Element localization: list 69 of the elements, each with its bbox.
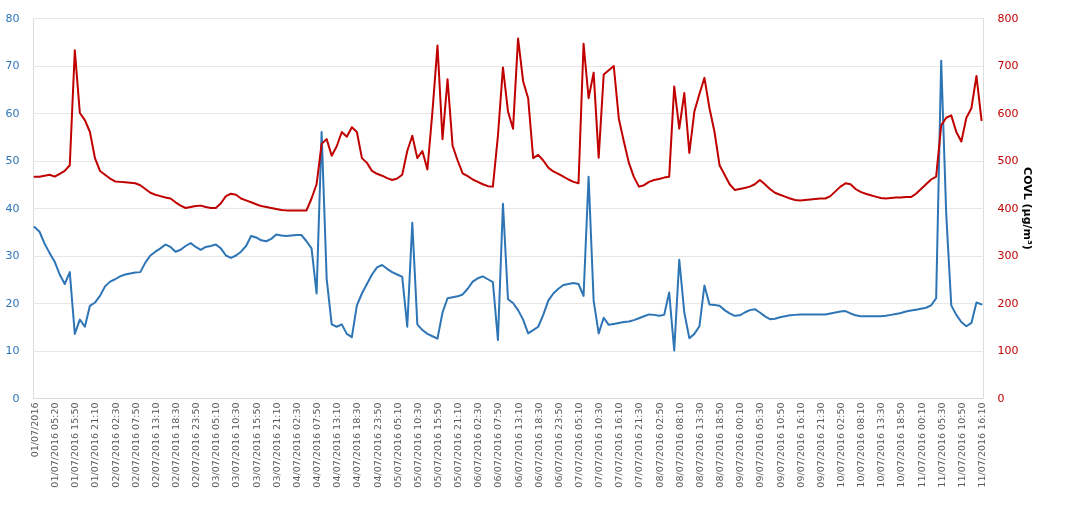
x-tick-label: 02/07/2016 13:10 xyxy=(149,402,161,488)
y-tick-label: 40 xyxy=(5,201,20,215)
x-tick-label: 02/07/2016 23:50 xyxy=(190,402,202,488)
x-tick-label: 09/07/2016 21:30 xyxy=(814,402,826,488)
x-tick-label: 04/07/2016 18:30 xyxy=(351,402,363,488)
y2-tick-label: 700 xyxy=(997,59,1019,72)
x-tick-label: 02/07/2016 07:50 xyxy=(129,402,141,488)
x-tick-label: 03/07/2016 05:10 xyxy=(210,402,222,488)
y-tick-label: 80 xyxy=(5,11,20,25)
x-tick-label: 09/07/2016 16:10 xyxy=(794,402,806,488)
y-tick-label: 30 xyxy=(5,249,20,262)
x-tick-label: 05/07/2016 15:50 xyxy=(431,402,443,488)
y2-tick-label: 100 xyxy=(997,344,1019,357)
x-tick-label: 01/07/2016 xyxy=(29,402,41,458)
x-tick-label: 06/07/2016 18:30 xyxy=(532,402,544,488)
x-tick-label: 01/07/2016 15:50 xyxy=(69,402,81,488)
y2-tick-label: 400 xyxy=(997,201,1019,215)
x-tick-label: 08/07/2016 13:30 xyxy=(693,402,705,488)
y-tick-label: 10 xyxy=(5,344,20,357)
x-tick-label: 04/07/2016 23:50 xyxy=(371,402,383,488)
x-tick-label: 05/07/2016 10:30 xyxy=(411,402,423,488)
x-tick-label: 02/07/2016 02:30 xyxy=(109,402,121,488)
x-tick-label: 01/07/2016 05:20 xyxy=(49,402,61,488)
x-tick-label: 04/07/2016 02:30 xyxy=(290,402,302,488)
x-tick-label: 04/07/2016 07:50 xyxy=(311,402,323,488)
y-tick-label: 0 xyxy=(12,391,20,405)
x-tick-label: 09/07/2016 10:50 xyxy=(774,402,786,488)
x-tick-label: 08/07/2016 08:10 xyxy=(673,402,685,488)
x-tick-label: 03/07/2016 21:10 xyxy=(270,402,282,488)
x-tick-label: 11/07/2016 10:50 xyxy=(955,402,967,488)
y2-tick-label: 200 xyxy=(997,296,1019,310)
x-tick-label: 11/07/2016 05:30 xyxy=(935,402,947,488)
y2-tick-label: 800 xyxy=(997,11,1019,25)
y2-tick-label: 500 xyxy=(997,154,1019,167)
y-tick-label: 60 xyxy=(5,106,20,120)
x-tick-label: 06/07/2016 13:10 xyxy=(512,402,524,488)
x-tick-label: 04/07/2016 13:10 xyxy=(331,402,343,488)
x-tick-label: 06/07/2016 23:50 xyxy=(552,402,564,488)
y2-tick-label: 0 xyxy=(997,391,1005,405)
x-tick-label: 05/07/2016 05:10 xyxy=(391,402,403,488)
x-tick-label: 03/07/2016 10:30 xyxy=(230,402,242,488)
x-tick-label: 07/07/2016 10:30 xyxy=(593,402,605,488)
x-tick-label: 03/07/2016 15:50 xyxy=(250,402,262,488)
y2-axis-title: COVL (µg/m³) xyxy=(1021,167,1035,250)
x-tick-label: 06/07/2016 07:50 xyxy=(492,402,504,488)
x-tick-label: 10/07/2016 13:30 xyxy=(875,402,887,488)
x-tick-label: 09/07/2016 00:10 xyxy=(734,402,746,488)
x-tick-label: 08/07/2016 02:50 xyxy=(653,402,665,488)
y2-tick-label: 300 xyxy=(997,249,1019,262)
y-tick-label: 20 xyxy=(5,296,20,310)
x-tick-label: 07/07/2016 21:30 xyxy=(633,402,645,488)
x-tick-label: 10/07/2016 08:10 xyxy=(855,402,867,488)
x-tick-label: 08/07/2016 18:50 xyxy=(714,402,726,488)
line-series xyxy=(33,59,983,352)
y-tick-label: 70 xyxy=(5,59,20,72)
line-series xyxy=(33,37,983,212)
x-tick-label: 11/07/2016 16:10 xyxy=(975,402,987,488)
x-tick-label: 07/07/2016 05:10 xyxy=(573,402,585,488)
x-tick-label: 11/07/2016 00:10 xyxy=(915,402,927,488)
x-tick-label: 02/07/2016 18:30 xyxy=(170,402,182,488)
x-tick-label: 07/07/2016 16:10 xyxy=(613,402,625,488)
x-tick-label: 05/07/2016 21:10 xyxy=(452,402,464,488)
x-tick-label: 10/07/2016 02:50 xyxy=(834,402,846,488)
x-tick-label: 01/07/2016 21:10 xyxy=(89,402,101,488)
x-tick-label: 10/07/2016 18:50 xyxy=(895,402,907,488)
y-tick-label: 50 xyxy=(5,154,20,167)
y2-tick-label: 600 xyxy=(997,106,1019,120)
x-tick-label: 06/07/2016 02:30 xyxy=(472,402,484,488)
x-tick-label: 09/07/2016 05:30 xyxy=(754,402,766,488)
